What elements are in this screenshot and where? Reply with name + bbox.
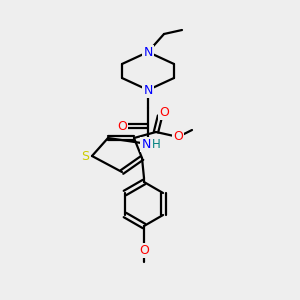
Text: N: N: [141, 137, 151, 151]
Text: O: O: [159, 106, 169, 118]
Text: O: O: [117, 119, 127, 133]
Text: O: O: [139, 244, 149, 256]
Text: N: N: [143, 46, 153, 59]
Text: O: O: [173, 130, 183, 142]
Text: N: N: [143, 83, 153, 97]
Text: S: S: [81, 151, 89, 164]
Text: H: H: [152, 139, 160, 152]
